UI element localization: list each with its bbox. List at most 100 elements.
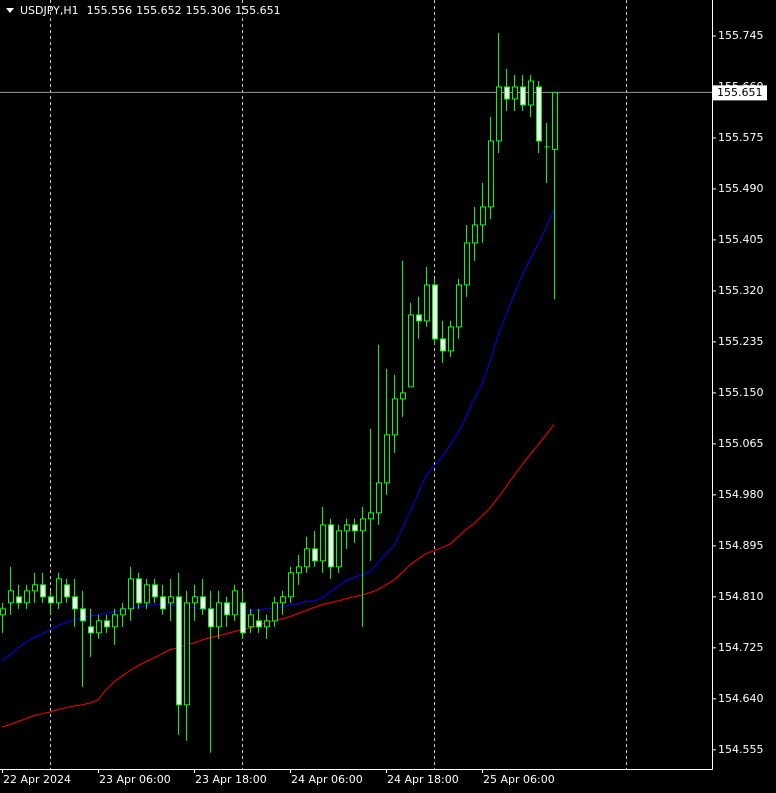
candle-body: [24, 590, 30, 604]
y-tick-label: 154.725: [718, 641, 764, 654]
y-tick-label: 154.640: [718, 692, 764, 705]
x-tick-label: 22 Apr 2024: [3, 773, 71, 786]
y-tick-label: 155.235: [718, 335, 764, 348]
candle-body: [536, 86, 542, 142]
y-tick-label: 155.150: [718, 386, 764, 399]
candle-body: [0, 608, 6, 616]
plot: [0, 32, 558, 753]
candle-body: [304, 548, 310, 568]
candle-body: [480, 206, 486, 226]
x-tick-label: 23 Apr 18:00: [195, 773, 267, 786]
candle-body: [352, 524, 358, 532]
candle-body: [384, 434, 390, 484]
candle-body: [256, 620, 262, 628]
candle-body: [552, 91, 558, 150]
low: 155.306: [186, 4, 232, 17]
candle-body: [160, 596, 166, 610]
y-tick-label: 154.810: [718, 590, 764, 603]
candle-body: [264, 620, 270, 628]
candle-body: [416, 314, 422, 322]
candle-body: [312, 548, 318, 562]
candle-body: [128, 578, 134, 610]
candle-body: [176, 596, 182, 706]
candle-body: [464, 242, 470, 286]
high: 155.652: [136, 4, 182, 17]
candle-body: [456, 284, 462, 328]
candle-body: [496, 86, 502, 142]
y-tick-label: 155.490: [718, 182, 764, 195]
x-tick-label: 23 Apr 06:00: [99, 773, 171, 786]
candle-body: [432, 284, 438, 340]
candle-body: [224, 602, 230, 616]
candle-body: [216, 602, 222, 628]
candle-body: [448, 326, 454, 352]
candle-body: [472, 224, 478, 244]
candle-body: [120, 608, 126, 616]
symbol: USDJPY,H1: [20, 4, 79, 17]
x-tick-label: 25 Apr 06:00: [483, 773, 555, 786]
y-tick-label: 155.320: [718, 284, 764, 297]
candle-body: [168, 596, 174, 604]
close: 155.651: [235, 4, 281, 17]
candle-body: [72, 596, 78, 610]
candle-body: [408, 314, 414, 388]
y-tick-label: 154.555: [718, 743, 764, 756]
candle-body: [424, 284, 430, 322]
candle-body: [232, 590, 238, 616]
candle-body: [48, 596, 54, 604]
candle-body: [208, 608, 214, 628]
candle-body: [104, 620, 110, 628]
candle-body: [368, 512, 374, 520]
candle-body: [280, 596, 286, 604]
candle-body: [248, 614, 254, 628]
candle-body: [144, 584, 150, 604]
candle-body: [504, 86, 510, 100]
price-label: 155.651: [717, 86, 763, 99]
candle-body: [64, 584, 70, 598]
y-tick-label: 155.405: [718, 233, 764, 246]
candle-body: [272, 602, 278, 622]
candle-body: [184, 602, 190, 706]
candle-body: [40, 584, 46, 598]
candle-body: [376, 482, 382, 514]
y-tick-label: 155.575: [718, 131, 764, 144]
candle-body: [88, 626, 94, 634]
candle-body: [512, 86, 518, 100]
candle-body: [288, 572, 294, 598]
candle-body: [336, 530, 342, 568]
candle-body: [8, 590, 14, 604]
candle-body: [96, 620, 102, 634]
candle-body: [240, 602, 246, 634]
candle-body: [328, 524, 334, 568]
candle-body: [528, 80, 534, 106]
price-label-box: [713, 85, 767, 101]
candle-body: [152, 584, 158, 598]
candle-body: [400, 392, 406, 400]
y-tick-label: 155.065: [718, 437, 764, 450]
candle-body: [344, 524, 350, 532]
candle-body: [296, 566, 302, 574]
candle-body: [80, 608, 86, 622]
candle-body: [488, 140, 494, 208]
candle-body: [320, 524, 326, 562]
y-tick-label: 154.895: [718, 539, 764, 552]
legend: USDJPY,H1 155.556 155.652 155.306 155.651: [20, 4, 281, 17]
y-tick-label: 154.980: [718, 488, 764, 501]
candle-body: [32, 584, 38, 592]
candle-body: [112, 614, 118, 628]
x-tick-label: 24 Apr 18:00: [387, 773, 459, 786]
grid: [50, 0, 627, 769]
open: 155.556: [87, 4, 133, 17]
axes: 155.745155.660155.575155.490155.405155.3…: [2, 29, 767, 786]
candle-body: [16, 596, 22, 604]
candle-body: [392, 398, 398, 436]
menu-triangle[interactable]: [6, 8, 14, 13]
x-tick-label: 24 Apr 06:00: [291, 773, 363, 786]
candle-body: [440, 338, 446, 352]
candle-body: [56, 578, 62, 604]
candle-body: [192, 596, 198, 604]
candle-body: [200, 596, 206, 610]
candle-body: [136, 578, 142, 604]
